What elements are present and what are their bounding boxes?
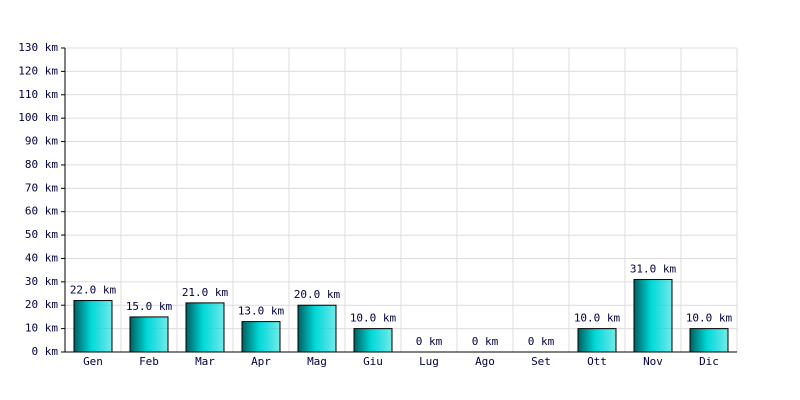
y-tick-label: 100 km	[18, 111, 58, 124]
y-tick-label: 30 km	[25, 275, 58, 288]
bar	[353, 328, 393, 353]
x-tick-label: Mar	[195, 355, 215, 368]
value-label: 22.0 km	[70, 284, 117, 297]
x-tick-label: Ago	[475, 355, 495, 368]
y-tick-label: 90 km	[25, 135, 58, 148]
value-label: 0 km	[416, 335, 443, 348]
x-tick-label: Feb	[139, 355, 159, 368]
bar	[689, 328, 729, 353]
x-tick-label: Ott	[587, 355, 607, 368]
y-tick-label: 10 km	[25, 322, 58, 335]
y-tick-label: 130 km	[18, 41, 58, 54]
value-label: 10.0 km	[350, 312, 397, 325]
value-label: 0 km	[472, 335, 499, 348]
bar	[633, 279, 673, 353]
value-label: 10.0 km	[574, 312, 621, 325]
y-tick-label: 0 km	[32, 345, 59, 358]
x-tick-label: Nov	[643, 355, 663, 368]
bar	[241, 321, 281, 353]
value-label: 13.0 km	[238, 305, 285, 318]
y-tick-label: 50 km	[25, 228, 58, 241]
x-tick-label: Set	[531, 355, 551, 368]
value-label: 20.0 km	[294, 288, 341, 301]
y-tick-label: 60 km	[25, 205, 58, 218]
y-tick-label: 40 km	[25, 251, 58, 264]
value-label: 10.0 km	[686, 312, 733, 325]
y-tick-label: 110 km	[18, 88, 58, 101]
x-tick-label: Lug	[419, 355, 439, 368]
y-tick-label: 120 km	[18, 64, 58, 77]
bar	[185, 302, 225, 353]
y-tick-label: 70 km	[25, 181, 58, 194]
bar	[577, 328, 617, 353]
x-tick-label: Giu	[363, 355, 383, 368]
value-label: 0 km	[528, 335, 555, 348]
value-label: 21.0 km	[182, 286, 229, 299]
x-tick-label: Dic	[699, 355, 719, 368]
x-tick-label: Gen	[83, 355, 103, 368]
x-tick-label: Mag	[307, 355, 327, 368]
bar	[73, 300, 113, 353]
y-tick-label: 80 km	[25, 158, 58, 171]
value-label: 15.0 km	[126, 300, 173, 313]
bar	[297, 304, 337, 353]
x-tick-label: Apr	[251, 355, 271, 368]
bar	[129, 316, 169, 353]
value-label: 31.0 km	[630, 263, 677, 276]
y-tick-label: 20 km	[25, 298, 58, 311]
